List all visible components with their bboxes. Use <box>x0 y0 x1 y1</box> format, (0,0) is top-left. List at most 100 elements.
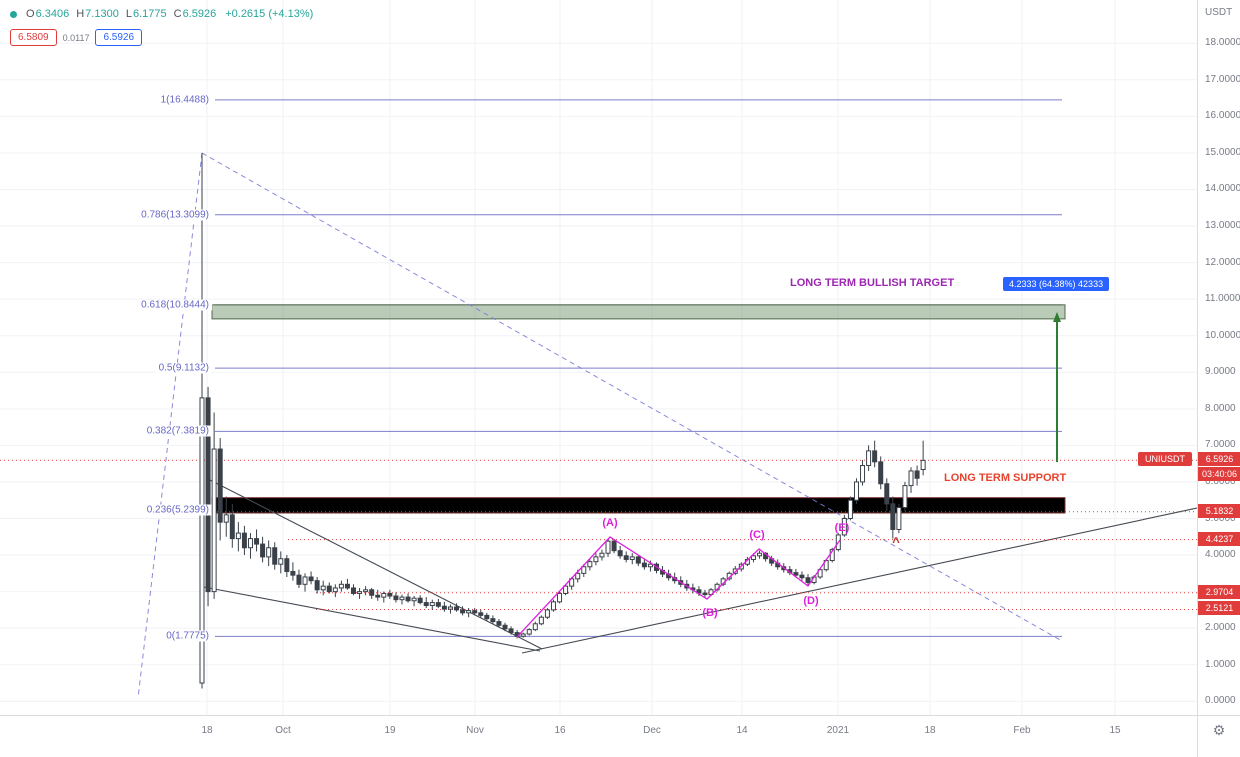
candle-body <box>320 585 326 591</box>
candle-body <box>199 397 205 684</box>
dashed-trendlines[interactable] <box>137 152 1063 699</box>
time-tick: 2021 <box>826 725 850 736</box>
candle-body <box>447 606 453 610</box>
wave-label-c[interactable]: (C) <box>749 529 765 541</box>
settings-gear-icon[interactable]: ⚙ <box>1212 722 1226 738</box>
low-value: L6.1775 <box>125 8 167 20</box>
candle-body <box>587 561 593 568</box>
price-tick: 17.0000 <box>1205 73 1240 85</box>
candle-body <box>435 602 441 607</box>
ask-price-button[interactable]: 6.5926 <box>95 29 143 46</box>
candle-body <box>575 572 581 580</box>
candle-body <box>241 532 247 549</box>
candle-body <box>399 596 405 601</box>
fib-level-label[interactable]: 0(1.7775) <box>163 630 212 642</box>
symbol-price-tag: UNIUSDT <box>1138 452 1192 466</box>
candle-body <box>381 592 387 598</box>
candlestick-series[interactable] <box>199 152 926 689</box>
candle-body <box>599 552 605 558</box>
fib-level-label[interactable]: 0.5(9.1132) <box>155 362 212 374</box>
candle-body <box>290 571 296 576</box>
target-arrow[interactable] <box>1053 312 1061 462</box>
candle-body <box>466 610 472 614</box>
wave-label-b[interactable]: (B) <box>702 607 718 619</box>
level-tag-1: 5.1832 <box>1198 503 1240 518</box>
candle-body <box>799 574 805 579</box>
level-tag-2: 4.4237 <box>1198 531 1240 546</box>
candle-body <box>393 595 399 601</box>
candle-body <box>205 397 211 593</box>
time-tick: 18 <box>201 725 213 736</box>
time-tick: 18 <box>924 725 936 736</box>
candle-body <box>405 596 411 602</box>
candle-body <box>593 556 599 563</box>
quote-row: 6.5809 0.0117 6.5926 <box>10 29 143 46</box>
candle-body <box>847 499 853 520</box>
price-tick: 9.0000 <box>1205 366 1236 378</box>
candle-body <box>502 624 508 630</box>
candle-body <box>841 518 847 536</box>
candle-body <box>211 448 217 593</box>
candle-body <box>326 585 332 593</box>
candle-body <box>454 606 460 611</box>
last-price-tag: 6.5926 <box>1198 452 1240 467</box>
candle-body <box>538 616 544 625</box>
candle-body <box>793 572 799 576</box>
time-axis[interactable]: 18 Oct 19 Nov 16 Dec 14 2021 18 Feb 15 <box>0 715 1197 757</box>
candle-body <box>490 618 496 623</box>
price-tick: 18.0000 <box>1205 37 1240 49</box>
wave-label-e[interactable]: (E) <box>834 522 850 534</box>
price-tick: 12.0000 <box>1205 256 1240 268</box>
fib-level-label[interactable]: 0.618(10.8444) <box>138 299 212 311</box>
wave-label-d[interactable]: (D) <box>803 595 819 607</box>
time-tick: 19 <box>384 725 396 736</box>
fib-extension-tag[interactable]: 4.2333 (64.38%) 42333 <box>1003 277 1110 291</box>
elliott-wave-path[interactable] <box>516 536 841 638</box>
candle-body <box>581 566 587 574</box>
price-tick: 14.0000 <box>1205 183 1240 195</box>
ohlc-legend: O6.3406 H7.1300 L6.1775 C6.5926 +0.2615 … <box>10 8 313 20</box>
candle-body <box>557 592 563 603</box>
axis-settings-corner: ⚙ <box>1197 715 1240 757</box>
price-level-rays[interactable] <box>0 459 1197 610</box>
chart-canvas[interactable] <box>0 0 1197 715</box>
candle-body <box>429 602 435 607</box>
level-tag-4: 2.5121 <box>1198 601 1240 616</box>
candle-body <box>526 629 532 635</box>
candle-body <box>223 514 229 523</box>
candle-body <box>853 481 859 501</box>
level-tag-3: 2.9704 <box>1198 584 1240 599</box>
candle-body <box>351 587 356 594</box>
candle-body <box>757 552 763 557</box>
candle-body <box>417 597 423 604</box>
support-label[interactable]: LONG TERM SUPPORT <box>944 472 1067 484</box>
wave-label-a[interactable]: (A) <box>602 517 618 529</box>
candle-body <box>472 610 478 614</box>
candle-body <box>284 558 290 573</box>
candle-body <box>902 485 908 509</box>
close-value: C6.5926 <box>173 8 217 20</box>
fib-level-label[interactable]: 0.786(13.3099) <box>138 209 212 221</box>
candle-body <box>217 448 223 523</box>
candle-body <box>508 628 514 634</box>
candle-body <box>332 587 338 593</box>
candle-body <box>460 609 466 614</box>
spread-value: 0.0117 <box>62 32 90 43</box>
fib-level-label[interactable]: 0.382(7.3819) <box>143 425 212 437</box>
candle-body <box>611 540 617 552</box>
fib-level-label[interactable]: 0.236(5.2399) <box>143 504 212 516</box>
price-tick: 8.0000 <box>1205 402 1236 414</box>
price-axis[interactable]: USDT 18.0000 17.0000 16.0000 15.0000 14.0000… <box>1197 0 1240 715</box>
caret-marker[interactable]: ^ <box>892 534 900 550</box>
fib-level-label[interactable]: 1(16.4488) <box>157 94 212 106</box>
candle-body <box>484 614 490 620</box>
price-tick: 5.0000 <box>1205 512 1236 524</box>
candle-body <box>532 623 538 631</box>
candle-body <box>550 601 556 611</box>
bullish-target-label[interactable]: LONG TERM BULLISH TARGET <box>790 277 955 289</box>
time-tick: 16 <box>554 725 566 736</box>
bid-price-button[interactable]: 6.5809 <box>10 29 57 46</box>
price-tick: 10.0000 <box>1205 329 1240 341</box>
candle-body <box>278 558 284 565</box>
